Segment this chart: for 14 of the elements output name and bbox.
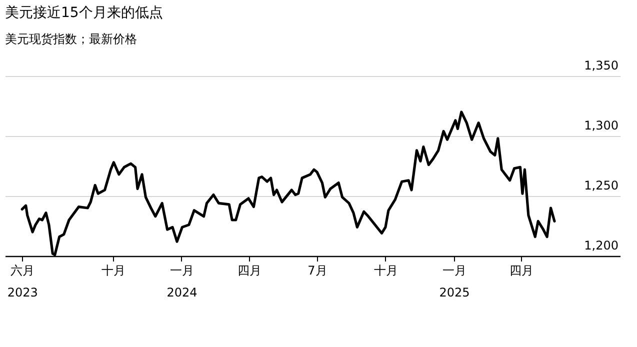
- x-tick-label: 7月: [308, 264, 328, 278]
- y-tick-label: 1,250: [584, 178, 618, 192]
- y-tick-label: 1,350: [584, 58, 618, 72]
- x-tick-label: 十月: [374, 264, 398, 278]
- x-tick-label: 一月 2024: [166, 264, 198, 300]
- x-tick-label: 四月: [509, 264, 534, 278]
- y-tick-label: 1,300: [584, 118, 618, 132]
- x-tick-label: 六月 2023: [7, 264, 38, 300]
- chart-title: 美元接近15个月来的低点: [5, 5, 163, 21]
- x-tick-label: 四月: [238, 264, 262, 278]
- chart-subtitle: 美元现货指数；最新价格: [5, 32, 137, 46]
- y-tick-label: 1,200: [584, 238, 618, 252]
- x-tick-label: 十月: [101, 264, 126, 278]
- x-tick-label: 一月 2025: [439, 264, 470, 300]
